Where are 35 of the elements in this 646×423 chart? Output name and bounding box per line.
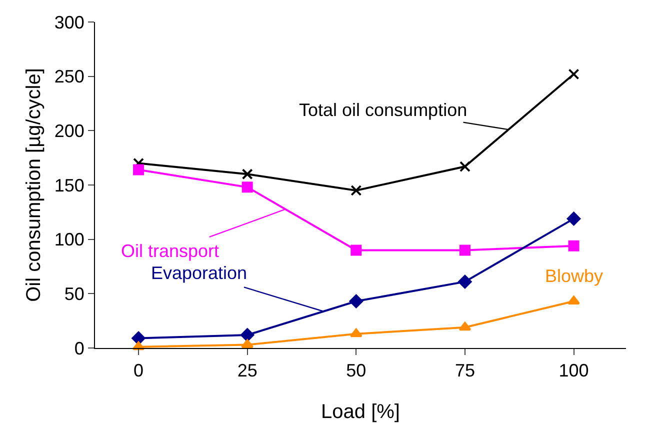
y-tick-label: 0: [74, 338, 84, 358]
point: [350, 328, 362, 338]
x-tick-label: 25: [237, 360, 258, 381]
text: Oil transport: [121, 241, 220, 261]
y-tick-label: 100: [54, 230, 84, 250]
point: [350, 184, 362, 196]
point: [133, 164, 144, 176]
point: [458, 274, 472, 289]
y-tick-label: 200: [54, 120, 84, 141]
point: [242, 182, 253, 193]
point: [568, 240, 580, 252]
point: [240, 328, 254, 342]
x-tick-label: 0: [134, 360, 144, 381]
text: Evaporation: [151, 263, 248, 283]
point: [132, 331, 146, 346]
point: [458, 322, 472, 331]
point: [459, 161, 470, 172]
series-label: Total oil consumption: [299, 100, 468, 120]
point: [568, 296, 580, 305]
x-tick-label: 50: [346, 360, 366, 381]
series-label: Blowby: [545, 266, 604, 286]
point: [566, 212, 581, 226]
x-axis-title: Load [%]: [321, 401, 400, 423]
x-tick-label: 75: [454, 360, 475, 381]
y-tick-label: 300: [54, 12, 84, 32]
x-tick-label: 100: [558, 360, 589, 381]
y-axis-title: Oil consumption [µg/cycle]: [22, 68, 45, 302]
y-tick-label: 150: [54, 175, 84, 196]
y-tick-label: 250: [54, 66, 84, 87]
point: [350, 244, 362, 256]
point: [459, 244, 470, 256]
y-tick-label: 50: [64, 284, 84, 304]
point: [568, 68, 580, 80]
point: [349, 294, 363, 308]
point: [242, 168, 253, 180]
